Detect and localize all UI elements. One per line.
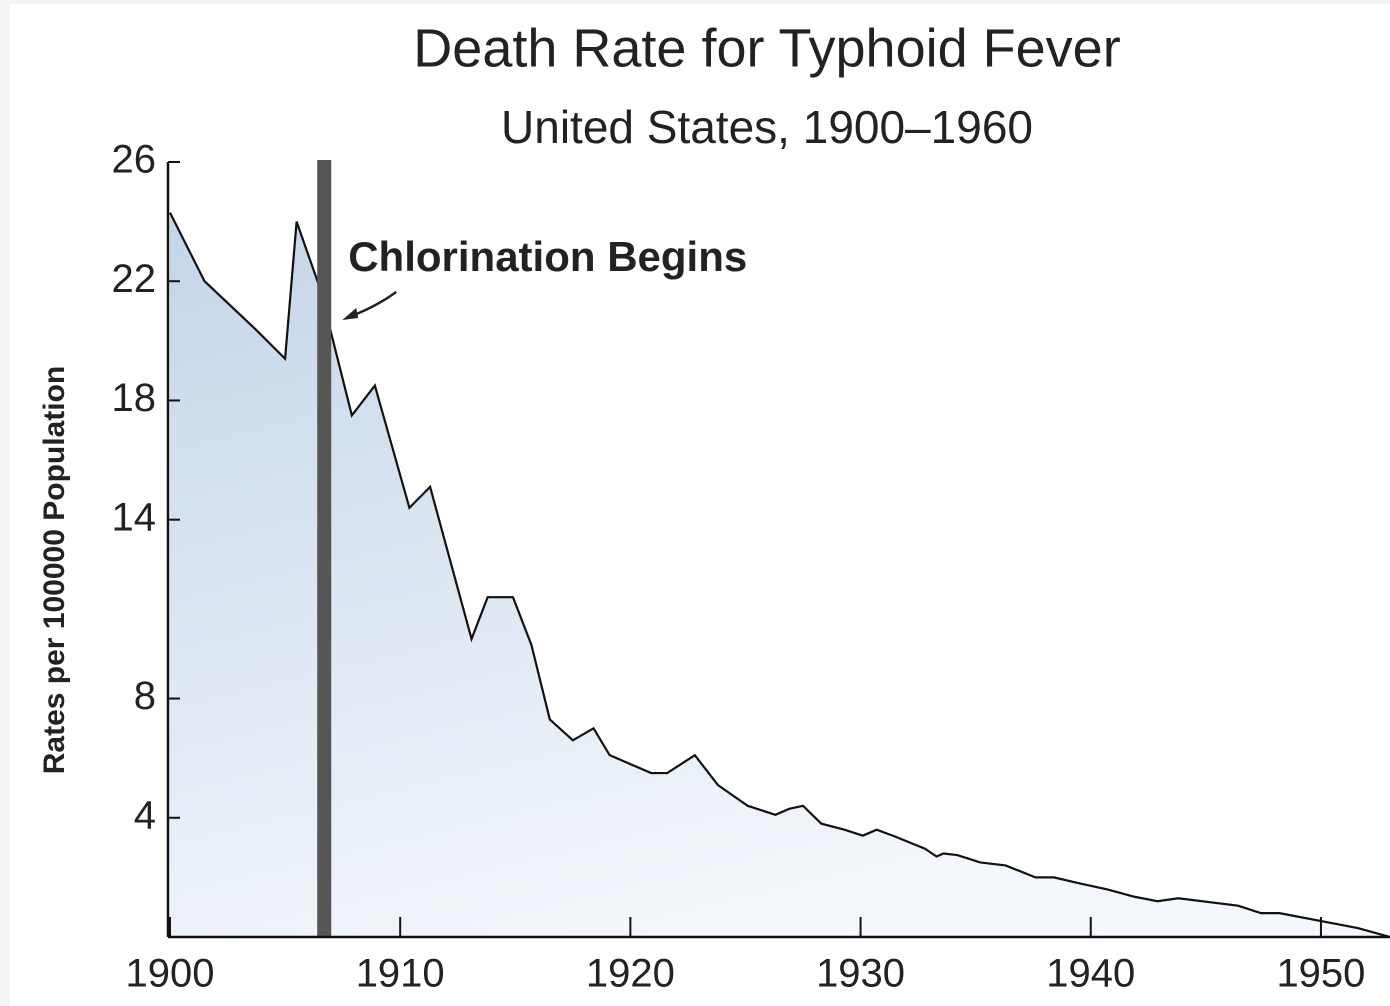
x-tick-label: 1940 [1046,952,1135,996]
x-tick-label: 1910 [356,952,445,996]
annotation-arrowhead [342,308,359,320]
x-tick-label: 1900 [126,952,215,996]
y-tick-label: 26 [112,138,157,182]
y-tick-label: 8 [134,674,156,718]
x-tick-label: 1930 [816,952,905,996]
y-tick-label: 22 [112,257,157,301]
y-axis-label: Rates per 100000 Population [38,366,71,775]
annotation-text: Chlorination Begins [348,233,747,280]
area-fill [170,212,1390,937]
chart-subtitle: United States, 1900–1960 [501,101,1033,153]
area-line [169,212,1390,939]
y-tick-label: 14 [112,495,157,539]
x-tick-label: 1950 [1276,952,1365,996]
y-tick-label: 18 [112,376,157,420]
x-tick-label: 1920 [586,952,675,996]
chart-title: Death Rate for Typhoid Fever [413,18,1120,78]
y-tick-label: 4 [134,793,156,837]
